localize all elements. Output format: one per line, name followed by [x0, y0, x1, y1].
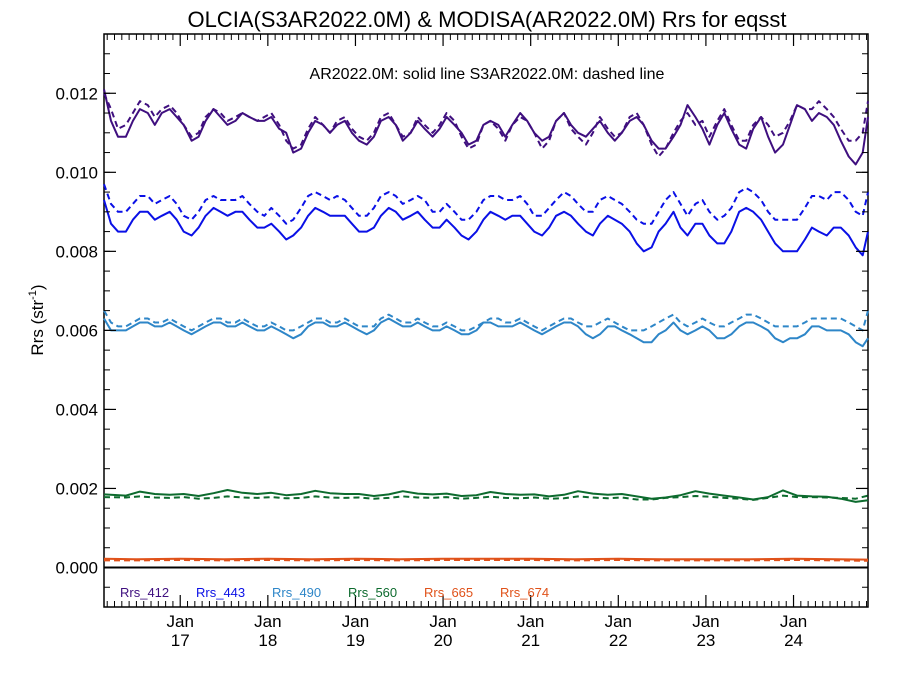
y-tick-label: 0.010 — [55, 163, 98, 182]
x-tick-label-month: Jan — [254, 612, 281, 631]
chart-title: OLCIA(S3AR2022.0M) & MODISA(AR2022.0M) R… — [187, 7, 786, 32]
x-tick-label-month: Jan — [167, 612, 194, 631]
series-line-2 — [103, 199, 869, 257]
x-tick-label-year: 19 — [346, 631, 365, 650]
plot-frame — [103, 33, 869, 608]
x-tick-label-year: 22 — [609, 631, 628, 650]
series-line-1 — [103, 92, 869, 158]
x-tick-label-month: Jan — [517, 612, 544, 631]
y-tick-label: 0.012 — [55, 84, 98, 103]
series-line-7 — [103, 494, 869, 501]
legend: Rrs_412 Rrs_443 Rrs_490 Rrs_560 Rrs_665 Rrs_6… — [120, 585, 549, 600]
y-tick-label: 0.008 — [55, 242, 98, 261]
x-tick-label-year: 18 — [258, 631, 277, 650]
series-line-9 — [104, 559, 869, 562]
legend-label: Rrs_443 — [196, 585, 245, 600]
x-tick-label-month: Jan — [342, 612, 369, 631]
y-tick-label: 0.000 — [55, 558, 98, 577]
chart-subtitle: AR2022.0M: solid line S3AR2022.0M: dashe… — [310, 66, 665, 83]
x-tick-label-year: 17 — [171, 631, 190, 650]
y-axis-label-main: Rrs (str — [28, 300, 47, 356]
y-axis-label: Rrs (str-1) — [27, 284, 47, 355]
legend-label: Rrs_674 — [500, 585, 549, 600]
series-line-8 — [103, 557, 869, 561]
y-axis-label-sup: -1 — [27, 290, 39, 300]
series-line-4 — [103, 317, 869, 348]
x-tick-label-month: Jan — [780, 612, 807, 631]
legend-label: Rrs_412 — [120, 585, 169, 600]
series-line-0 — [103, 89, 869, 166]
legend-label: Rrs_560 — [348, 585, 397, 600]
x-tick-label-year: 23 — [696, 631, 715, 650]
legend-label: Rrs_665 — [424, 585, 473, 600]
x-tick-label-year: 20 — [434, 631, 453, 650]
x-tick-label-month: Jan — [429, 612, 456, 631]
x-tick-label-year: 24 — [784, 631, 803, 650]
plot-area: AR2022.0M: solid line S3AR2022.0M: dashe… — [55, 33, 869, 650]
x-tick-label-month: Jan — [605, 612, 632, 631]
y-axis-label-close: ) — [28, 284, 47, 290]
y-tick-label: 0.004 — [55, 400, 98, 419]
series-line-5 — [103, 310, 869, 332]
y-axis: 0.000 0.002 0.004 0.006 0.008 0.010 0.012 — [55, 53, 868, 588]
y-tick-label: 0.002 — [55, 479, 98, 498]
x-tick-label-month: Jan — [692, 612, 719, 631]
series-group — [103, 89, 869, 562]
series-line-3 — [103, 183, 869, 225]
x-tick-label-year: 21 — [521, 631, 540, 650]
legend-label: Rrs_490 — [272, 585, 321, 600]
y-tick-label: 0.006 — [55, 321, 98, 340]
